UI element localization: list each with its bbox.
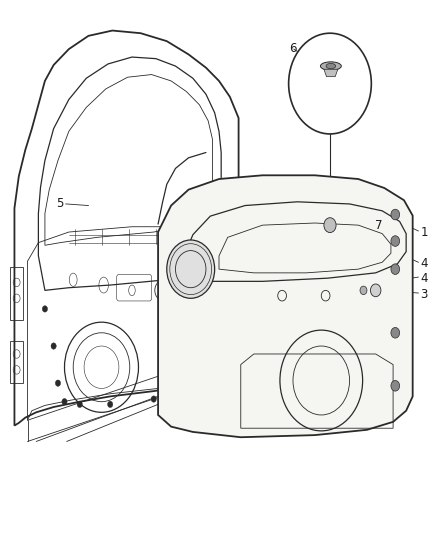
Ellipse shape xyxy=(321,62,341,70)
Text: 6: 6 xyxy=(289,42,296,54)
Circle shape xyxy=(391,209,399,220)
Text: 1: 1 xyxy=(420,225,428,239)
Circle shape xyxy=(391,264,399,274)
Text: 7: 7 xyxy=(375,219,382,232)
Text: 4: 4 xyxy=(420,272,428,285)
Circle shape xyxy=(371,284,381,297)
Circle shape xyxy=(151,396,156,402)
Polygon shape xyxy=(324,69,338,77)
Circle shape xyxy=(391,327,399,338)
Text: 4: 4 xyxy=(420,257,428,270)
Circle shape xyxy=(42,306,47,312)
Circle shape xyxy=(391,381,399,391)
Ellipse shape xyxy=(326,63,336,69)
Text: 3: 3 xyxy=(420,288,428,301)
Circle shape xyxy=(167,240,215,298)
Bar xyxy=(10,266,23,319)
Bar xyxy=(10,341,23,383)
Circle shape xyxy=(289,33,371,134)
Circle shape xyxy=(391,236,399,246)
Circle shape xyxy=(55,380,60,386)
Text: 5: 5 xyxy=(56,197,63,211)
Circle shape xyxy=(51,343,56,349)
Circle shape xyxy=(77,401,82,408)
Circle shape xyxy=(62,399,67,405)
Polygon shape xyxy=(158,175,413,437)
Circle shape xyxy=(360,286,367,295)
Circle shape xyxy=(108,401,113,408)
Circle shape xyxy=(324,217,336,232)
